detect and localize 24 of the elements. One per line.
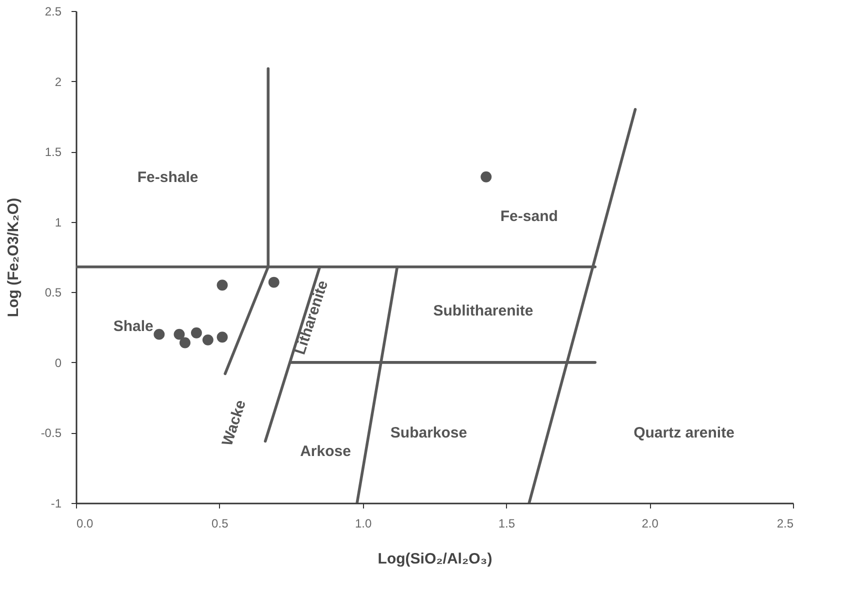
y-tick-label: 2.5: [44, 4, 62, 18]
y-axis-title: Log (Fe₂O3/K₂O): [4, 198, 22, 318]
x-tick-label: 2.0: [642, 516, 659, 530]
y-tick-label: -0.5: [40, 426, 62, 440]
y-tick-label: -1: [50, 496, 62, 510]
annotation: Fe-sand: [500, 208, 558, 226]
annotation: Arkose: [300, 442, 351, 460]
y-tick-label: 0.5: [44, 286, 62, 300]
y-tick-label: 1: [54, 215, 62, 230]
annotation: Quartz arenite: [634, 424, 734, 442]
annotation: Subarkose: [390, 424, 468, 442]
x-axis-title: Log(SiO₂/Al₂O₃): [378, 550, 492, 568]
x-tick-label: 1.5: [498, 516, 516, 530]
annotation: Wacke: [218, 398, 250, 448]
annotation: Fe-shale: [137, 168, 198, 186]
x-tick-label: 0.5: [212, 516, 229, 530]
annotation: Shale: [113, 318, 154, 335]
x-tick-label: 0.0: [76, 516, 94, 530]
y-tick-label: 0: [54, 356, 62, 370]
y-tick-label: 1.5: [44, 145, 62, 160]
x-tick-label: 2.5: [776, 516, 794, 530]
x-tick-label: 1.0: [354, 516, 372, 530]
y-tick-label: 2: [54, 74, 62, 89]
annotation: Sublitharenite: [433, 302, 534, 320]
